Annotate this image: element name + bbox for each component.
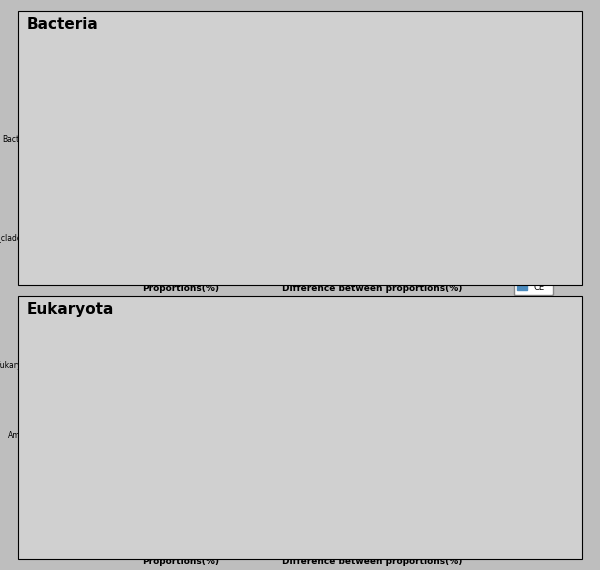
Text: 0.0029: 0.0029 (497, 429, 529, 438)
Bar (90, 104, 111, 110)
Text: Eukaryota: Eukaryota (27, 302, 115, 317)
Text: 0.0370: 0.0370 (497, 166, 529, 175)
Text: 0.0041: 0.0041 (497, 50, 529, 59)
Text: P-value: P-value (474, 312, 512, 321)
Text: **: ** (474, 497, 483, 506)
Text: 0.0086: 0.0086 (497, 360, 529, 369)
Bar (90, 145, 271, 162)
Text: *: * (474, 200, 478, 209)
Bar (90, 331, 271, 399)
Bar (274, 196, 471, 212)
Bar (90, 129, 271, 145)
Bar (90, 179, 271, 196)
Bar (90, 112, 271, 129)
Text: **: ** (474, 233, 483, 242)
Bar (90, 154, 94, 160)
Bar (90, 81, 186, 87)
Text: *: * (474, 166, 478, 175)
Text: P-value: P-value (474, 38, 512, 47)
Bar (274, 467, 471, 536)
Legend: BSL, CE: BSL, CE (514, 33, 553, 62)
Text: **: ** (474, 360, 483, 369)
Bar (90, 46, 271, 62)
Bar (90, 212, 271, 229)
Bar (90, 475, 152, 502)
Text: **: ** (474, 50, 483, 59)
Bar (90, 162, 271, 179)
Bar (90, 71, 177, 77)
Text: Bacteria: Bacteria (27, 17, 99, 32)
Bar (274, 399, 471, 467)
Bar (90, 246, 271, 262)
Bar (90, 365, 139, 391)
Text: 0.0410: 0.0410 (497, 249, 529, 258)
Text: 0.0234: 0.0234 (497, 99, 529, 108)
Text: 0.0454: 0.0454 (497, 200, 529, 209)
Bar (274, 246, 471, 262)
Bar (90, 196, 271, 212)
Bar (90, 502, 92, 528)
Bar (274, 162, 471, 179)
Bar (274, 129, 471, 145)
Bar (274, 62, 471, 79)
Bar (90, 96, 271, 112)
Text: *: * (474, 133, 478, 142)
Text: **: ** (474, 429, 483, 438)
Bar (90, 64, 229, 71)
Text: **: ** (474, 183, 483, 192)
Bar (90, 48, 186, 54)
Bar (90, 62, 271, 79)
Bar (90, 79, 271, 96)
Bar (274, 96, 471, 112)
Text: 0.0024: 0.0024 (497, 233, 529, 242)
Bar (274, 145, 471, 162)
Text: ***: *** (474, 216, 487, 225)
Text: 0.0137: 0.0137 (497, 116, 529, 125)
Bar (90, 339, 229, 365)
Bar (90, 97, 94, 104)
Bar (90, 131, 94, 137)
Bar (274, 112, 471, 129)
Text: 0.0495: 0.0495 (497, 133, 529, 142)
X-axis label: Proportions(%): Proportions(%) (142, 284, 219, 293)
Text: *: * (474, 116, 478, 125)
X-axis label: Difference between proportions(%): Difference between proportions(%) (282, 284, 463, 293)
Text: 0.0087: 0.0087 (497, 497, 529, 506)
Bar (274, 46, 471, 62)
Text: 0.0075: 0.0075 (497, 83, 529, 92)
Text: *: * (474, 99, 478, 108)
Text: 0.0004: 0.0004 (497, 216, 529, 225)
Bar (90, 467, 271, 536)
Bar (274, 79, 471, 96)
Text: **: ** (474, 83, 483, 92)
Text: 0.0004: 0.0004 (497, 66, 529, 75)
Bar (90, 433, 106, 459)
Bar (274, 212, 471, 229)
Bar (90, 121, 95, 127)
Text: 0.0014: 0.0014 (497, 183, 529, 192)
Bar (90, 87, 162, 93)
X-axis label: Difference between proportions(%): Difference between proportions(%) (282, 557, 463, 567)
Text: ***: *** (474, 66, 487, 75)
Title: 95% confidence intervals: 95% confidence intervals (303, 34, 442, 43)
Bar (274, 179, 471, 196)
Title: 95% confidence intervals: 95% confidence intervals (303, 319, 442, 328)
Bar (90, 54, 271, 60)
Legend: BSL, CE: BSL, CE (514, 266, 553, 295)
Text: *: * (474, 149, 478, 158)
Bar (90, 114, 94, 121)
Bar (274, 229, 471, 246)
Bar (90, 399, 271, 467)
Bar (274, 331, 471, 399)
Text: 0.0377: 0.0377 (497, 149, 529, 158)
Bar (90, 229, 271, 246)
X-axis label: Proportions(%): Proportions(%) (142, 557, 219, 567)
Bar (90, 148, 93, 154)
Text: *: * (474, 249, 478, 258)
Bar (90, 407, 262, 433)
Bar (90, 137, 95, 144)
